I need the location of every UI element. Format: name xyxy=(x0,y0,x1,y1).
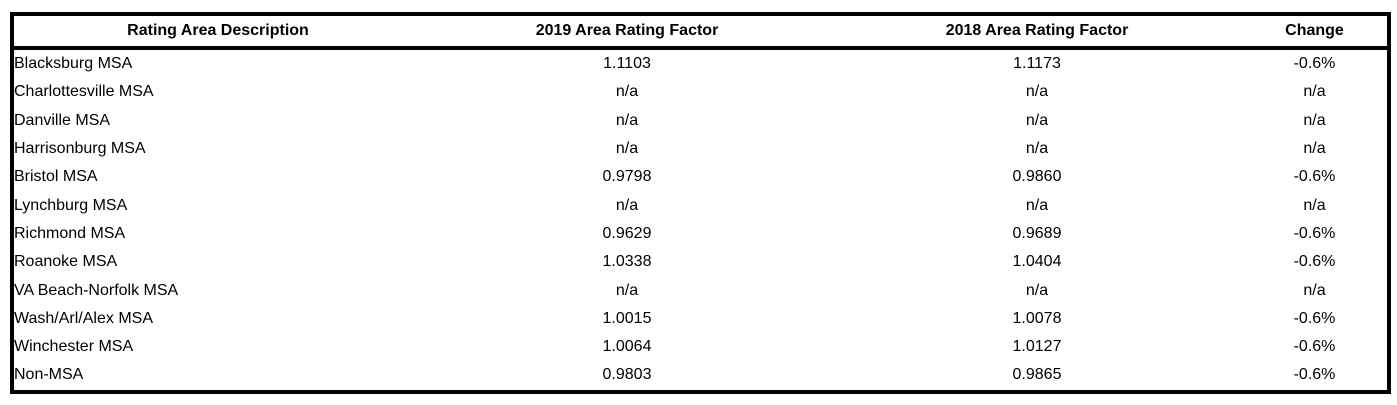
table-cell: n/a xyxy=(615,83,639,101)
table-cell: Roanoke MSA xyxy=(14,253,118,271)
column-header-2018-area-rating-factor: 2018 Area Rating Factor xyxy=(832,14,1242,50)
column-header-2019-area-rating-factor: 2019 Area Rating Factor xyxy=(422,14,832,50)
table-row: Richmond MSA 0.9629 0.9689 -0.6% xyxy=(12,220,1389,248)
table-row: Blacksburg MSA 1.1103 1.1173 -0.6% xyxy=(12,48,1389,78)
table-cell: -0.6% xyxy=(1293,224,1336,242)
table-row: Bristol MSA 0.9798 0.9860 -0.6% xyxy=(12,163,1389,191)
table-cell: -0.6% xyxy=(1293,168,1336,186)
table-cell: -0.6% xyxy=(1293,253,1336,271)
table-cell: 1.0338 xyxy=(602,253,652,271)
table-body: Blacksburg MSA 1.1103 1.1173 -0.6% Charlotte… xyxy=(12,48,1389,392)
table-cell: VA Beach-Norfolk MSA xyxy=(14,281,179,299)
table-cell: n/a xyxy=(615,111,639,129)
table-cell: n/a xyxy=(1303,111,1326,129)
table-cell: n/a xyxy=(1025,111,1049,129)
table-cell: Harrisonburg MSA xyxy=(14,140,146,158)
table-cell: Winchester MSA xyxy=(14,338,134,356)
table-row: Winchester MSA 1.0064 1.0127 -0.6% xyxy=(12,333,1389,361)
column-header-change: Change xyxy=(1242,14,1389,50)
table-row: Roanoke MSA 1.0338 1.0404 -0.6% xyxy=(12,248,1389,276)
table-cell: n/a xyxy=(1303,140,1326,158)
table-cell: Lynchburg MSA xyxy=(14,196,128,214)
rating-factor-table: Rating Area Description 2019 Area Rating… xyxy=(10,12,1391,394)
table-cell: 1.0064 xyxy=(602,338,652,356)
table-cell: 0.9689 xyxy=(1012,224,1062,242)
table-cell: n/a xyxy=(1303,196,1326,214)
table-cell: n/a xyxy=(615,281,639,299)
table-row: Harrisonburg MSA n/a n/a n/a xyxy=(12,135,1389,163)
table-cell: n/a xyxy=(615,196,639,214)
table-row: VA Beach-Norfolk MSA n/a n/a n/a xyxy=(12,276,1389,304)
table-cell: 0.9803 xyxy=(602,366,652,384)
table-cell: Non-MSA xyxy=(14,366,84,384)
table-cell: 0.9629 xyxy=(602,224,652,242)
table-cell: Wash/Arl/Alex MSA xyxy=(14,309,153,327)
table-row: Wash/Arl/Alex MSA 1.0015 1.0078 -0.6% xyxy=(12,305,1389,333)
table-cell: 1.0015 xyxy=(602,309,652,327)
table-cell: 0.9860 xyxy=(1012,168,1062,186)
table-row: Danville MSA n/a n/a n/a xyxy=(12,107,1389,135)
table-row: Charlottesville MSA n/a n/a n/a xyxy=(12,78,1389,106)
table-cell: Danville MSA xyxy=(14,111,111,129)
table-cell: 1.0127 xyxy=(1012,338,1062,356)
table-cell: 0.9865 xyxy=(1012,366,1062,384)
table-cell: n/a xyxy=(1025,83,1049,101)
table-cell: n/a xyxy=(1025,140,1049,158)
table-cell: 1.1103 xyxy=(603,55,651,73)
table-cell: n/a xyxy=(1303,281,1326,299)
table-cell: n/a xyxy=(1303,83,1326,101)
table-row: Lynchburg MSA n/a n/a n/a xyxy=(12,191,1389,219)
table-cell: -0.6% xyxy=(1293,309,1336,327)
table-cell: 1.1173 xyxy=(1013,55,1061,73)
table-cell: 0.9798 xyxy=(602,168,652,186)
table-cell: -0.6% xyxy=(1293,55,1336,73)
table-cell: -0.6% xyxy=(1293,366,1336,384)
header-row: Rating Area Description 2019 Area Rating… xyxy=(12,14,1389,50)
table-cell: Charlottesville MSA xyxy=(14,83,154,101)
table-cell: Blacksburg MSA xyxy=(14,55,133,73)
table-cell: -0.6% xyxy=(1293,338,1336,356)
rating-factor-table-container: Rating Area Description 2019 Area Rating… xyxy=(10,12,1391,394)
table-cell: n/a xyxy=(615,140,639,158)
table-row: Non-MSA 0.9803 0.9865 -0.6% xyxy=(12,361,1389,391)
table-cell: 1.0078 xyxy=(1012,309,1062,327)
table-cell: Richmond MSA xyxy=(14,224,126,242)
table-cell: Bristol MSA xyxy=(14,168,98,186)
table-header: Rating Area Description 2019 Area Rating… xyxy=(12,14,1389,50)
table-cell: n/a xyxy=(1025,281,1049,299)
table-cell: 1.0404 xyxy=(1012,253,1062,271)
column-header-rating-area-description: Rating Area Description xyxy=(12,14,422,50)
table-cell: n/a xyxy=(1025,196,1049,214)
